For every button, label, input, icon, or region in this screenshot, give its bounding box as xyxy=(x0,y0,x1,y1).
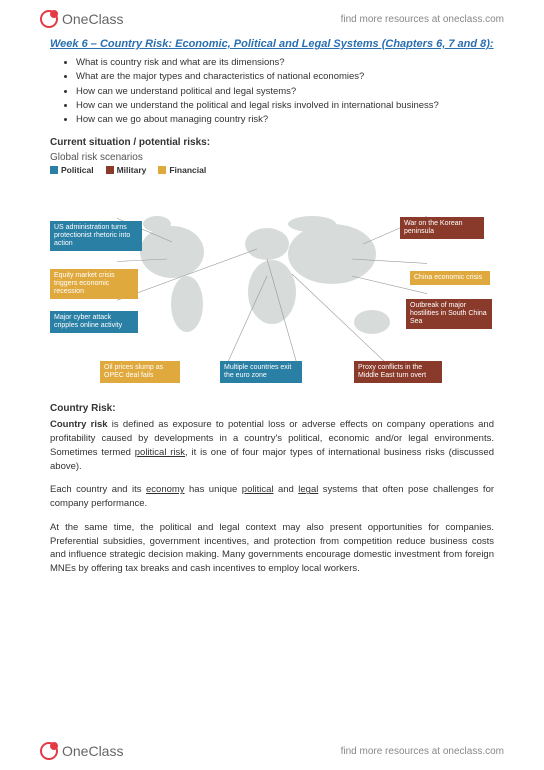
brand-name: OneClass xyxy=(62,743,123,759)
legend-label: Political xyxy=(61,165,94,175)
content: Week 6 – Country Risk: Economic, Politic… xyxy=(0,38,544,576)
term-underline: economy xyxy=(146,484,185,495)
legend-label: Military xyxy=(117,165,147,175)
text: Each country and its xyxy=(50,484,146,495)
list-item: How can we understand political and lega… xyxy=(76,85,494,99)
week-title: Week 6 – Country Risk: Economic, Politic… xyxy=(50,38,494,50)
list-item: What are the major types and characteris… xyxy=(76,70,494,84)
page-footer: OneClass find more resources at oneclass… xyxy=(0,732,544,770)
map-callout: Major cyber attack cripples online activ… xyxy=(50,311,138,333)
logo: OneClass xyxy=(40,10,123,28)
swatch-icon xyxy=(158,166,166,174)
world-map-chart: US administration turns protectionist rh… xyxy=(50,179,494,389)
map-callout: Outbreak of major hostilities in South C… xyxy=(406,299,492,329)
text: and xyxy=(273,484,298,495)
map-callout: War on the Korean peninsula xyxy=(400,217,484,239)
map-callout: Proxy conflicts in the Middle East turn … xyxy=(354,361,442,383)
map-callout: China economic crisis xyxy=(410,271,490,285)
swatch-icon xyxy=(106,166,114,174)
page-header: OneClass find more resources at oneclass… xyxy=(0,0,544,38)
brand-name: OneClass xyxy=(62,11,123,27)
legend-item: Financial xyxy=(158,165,206,175)
legend-label: Financial xyxy=(169,165,206,175)
world-map-icon xyxy=(117,204,427,364)
logo-icon xyxy=(40,10,58,28)
map-callout: Oil prices slump as OPEC deal fails xyxy=(100,361,180,383)
chart-title: Global risk scenarios xyxy=(50,152,494,163)
swatch-icon xyxy=(50,166,58,174)
logo: OneClass xyxy=(40,742,123,760)
term-underline: legal xyxy=(298,484,318,495)
question-list: What is country risk and what are its di… xyxy=(76,56,494,127)
paragraph: At the same time, the political and lega… xyxy=(50,521,494,576)
logo-icon xyxy=(40,742,58,760)
paragraph: Country risk is defined as exposure to p… xyxy=(50,418,494,473)
term-bold: Country risk xyxy=(50,419,108,430)
term-underline: political xyxy=(242,484,274,495)
header-link[interactable]: find more resources at oneclass.com xyxy=(341,14,504,25)
legend-item: Military xyxy=(106,165,147,175)
map-callout: Equity market crisis triggers economic r… xyxy=(50,269,138,299)
footer-link[interactable]: find more resources at oneclass.com xyxy=(341,746,504,757)
map-callout: US administration turns protectionist rh… xyxy=(50,221,142,251)
list-item: How can we understand the political and … xyxy=(76,99,494,113)
legend-item: Political xyxy=(50,165,94,175)
list-item: What is country risk and what are its di… xyxy=(76,56,494,70)
paragraph: Each country and its economy has unique … xyxy=(50,483,494,511)
current-situation-heading: Current situation / potential risks: xyxy=(50,137,494,148)
map-callout: Multiple countries exit the euro zone xyxy=(220,361,302,383)
list-item: How can we go about managing country ris… xyxy=(76,113,494,127)
chart-legend: Political Military Financial xyxy=(50,165,494,175)
text: has unique xyxy=(185,484,242,495)
country-risk-heading: Country Risk: xyxy=(50,403,494,414)
term-underline: political risk xyxy=(135,447,185,458)
